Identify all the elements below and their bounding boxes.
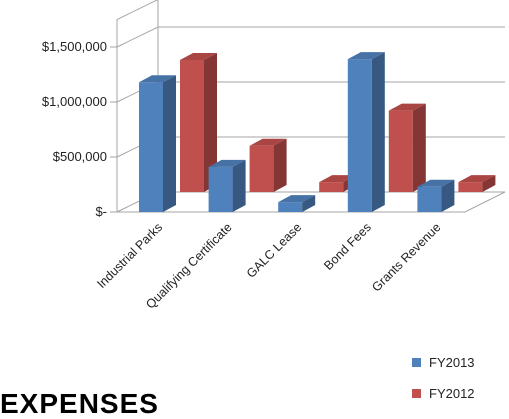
legend-label-fy2013: FY2013 (429, 354, 475, 370)
bar-top-face (319, 175, 357, 183)
y-tick-label: $- (95, 204, 107, 219)
bars (139, 52, 496, 212)
bar-front-face (208, 166, 233, 212)
bar-front-face (278, 202, 303, 212)
bar-fy2013-3 (347, 52, 385, 212)
bar-chart: $- $500,000 $1,000,000 $1,500,000 Industria… (42, 0, 506, 312)
bar-fy2013-2 (278, 195, 316, 212)
bar-fy2012-0 (180, 53, 217, 192)
gridline (116, 26, 505, 48)
bar-side-face (273, 138, 287, 192)
section-heading-expenses: EXPENSES (0, 388, 159, 419)
bar-front-face (249, 145, 274, 192)
bar-fy2013-0 (139, 75, 176, 212)
legend-label-fy2012: FY2012 (429, 385, 475, 401)
bar-fy2012-4 (458, 175, 496, 192)
bar-fy2012-1 (249, 138, 287, 192)
bar-front-face (139, 82, 163, 212)
legend-swatch-fy2012 (412, 388, 421, 398)
y-tick-label: $1,500,000 (42, 39, 107, 54)
bar-top-face (417, 179, 455, 187)
bar-top-face (347, 52, 385, 60)
legend-item-fy2012: FY2012 (412, 383, 475, 403)
x-category-label: Grants Revenue (369, 220, 443, 294)
x-category-label: GALC Lease (244, 220, 305, 281)
bar-side-face (204, 53, 217, 192)
bar-front-face (319, 182, 344, 192)
y-tick-label: $500,000 (53, 149, 107, 164)
legend-item-fy2013: FY2013 (412, 352, 475, 372)
legend-swatch-fy2013 (412, 357, 421, 367)
bar-fy2013-4 (417, 179, 455, 212)
bar-front-face (347, 59, 372, 212)
bar-top-face (139, 75, 176, 83)
bar-top-face (458, 175, 496, 183)
bar-side-face (302, 195, 316, 212)
bar-fy2013-1 (208, 159, 246, 212)
y-axis-tick-labels: $- $500,000 $1,000,000 $1,500,000 (42, 39, 107, 219)
bar-side-face (163, 75, 176, 212)
bar-front-face (388, 110, 413, 192)
bar-side-face (482, 175, 496, 192)
x-category-label: Bond Fees (321, 220, 374, 273)
bar-top-face (180, 53, 217, 60)
bar-side-face (232, 159, 246, 212)
bar-front-face (458, 182, 483, 192)
bar-top-face (249, 138, 287, 146)
bar-top-face (208, 159, 246, 167)
bar-side-face (371, 52, 385, 212)
bar-top-face (278, 195, 316, 203)
bar-side-face (412, 103, 426, 192)
x-category-label: Industrial Parks (94, 220, 165, 291)
bar-front-face (417, 186, 442, 212)
bar-top-face (388, 103, 426, 111)
bar-fy2012-3 (388, 103, 426, 192)
bar-front-face (180, 60, 204, 192)
y-tick-label: $1,000,000 (42, 94, 107, 109)
bar-side-face (441, 179, 455, 212)
